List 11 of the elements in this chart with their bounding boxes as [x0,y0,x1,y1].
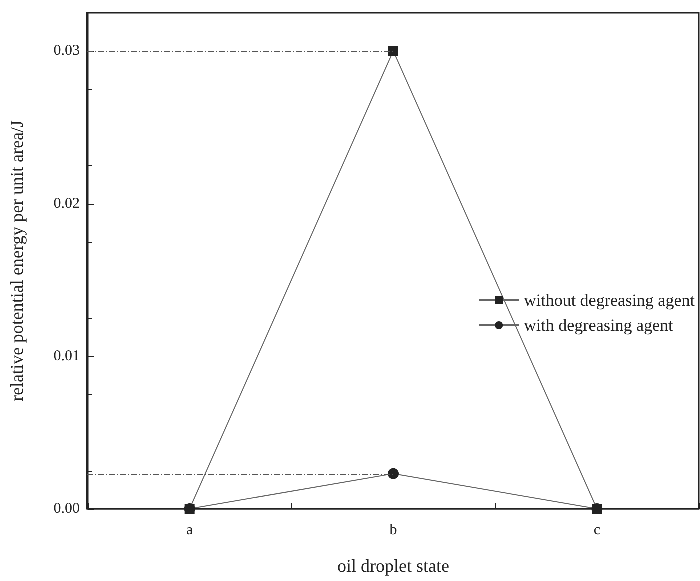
legend-label: without degreasing agent [524,291,696,310]
y-tick-label: 0.00 [54,501,80,517]
x-tick-label: b [390,522,398,538]
y-tick-label: 0.02 [54,196,80,212]
x-axis-title: oil droplet state [338,556,450,576]
y-tick-label: 0.03 [54,43,80,60]
legend-label: with degreasing agent [524,316,674,335]
y-axis-title: relative potential energy per unit area/J [7,120,27,402]
y-tick-label: 0.01 [54,348,80,364]
x-tick-label: c [594,522,601,538]
x-tick-label: a [186,522,194,538]
